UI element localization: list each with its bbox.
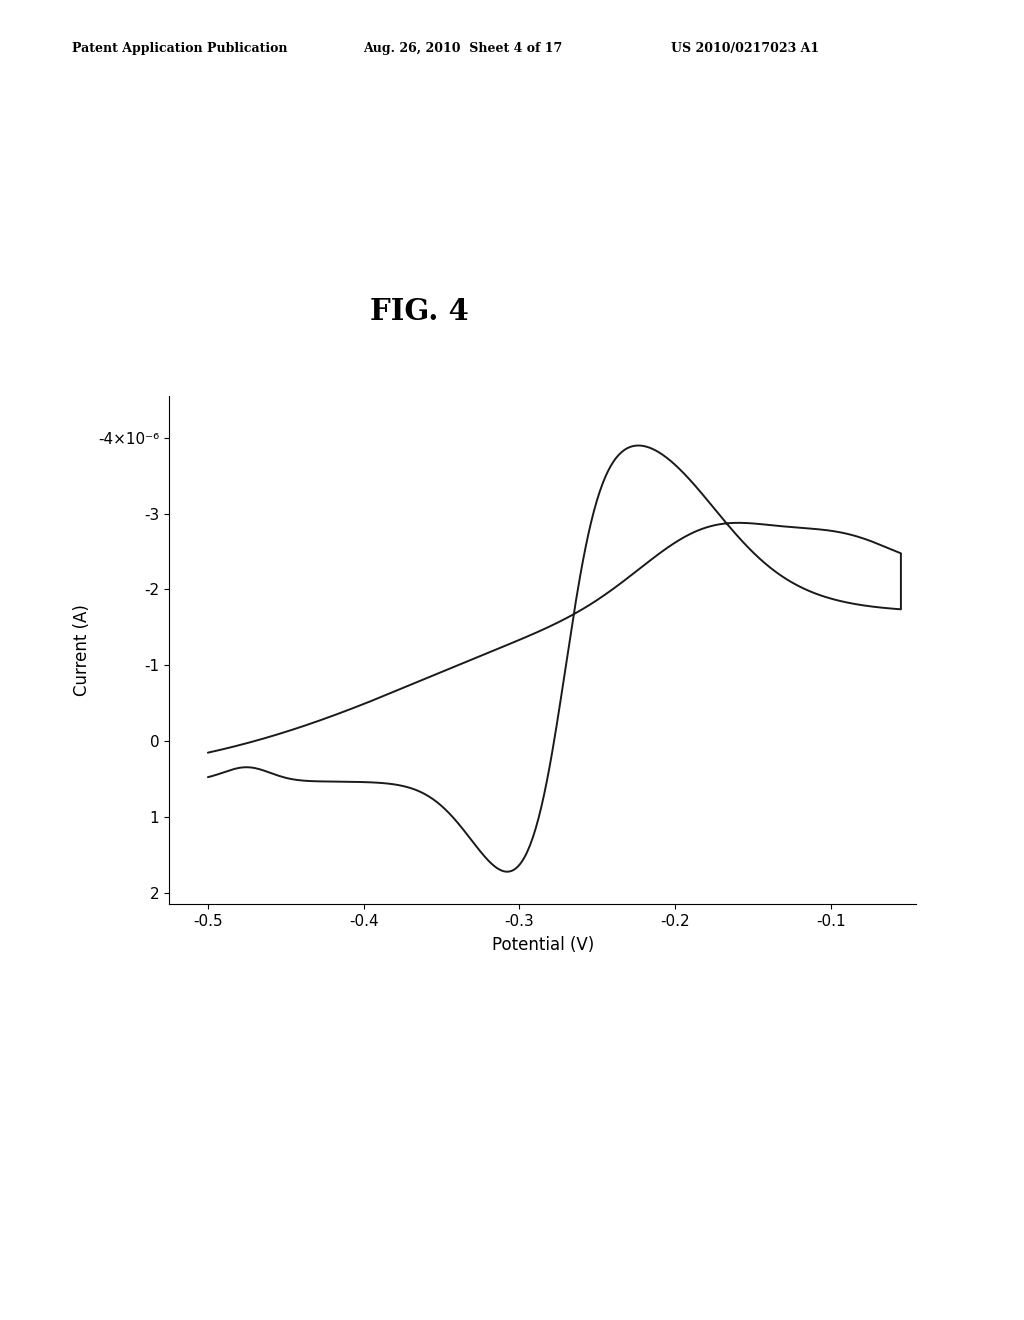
Text: US 2010/0217023 A1: US 2010/0217023 A1 xyxy=(671,42,819,55)
Text: Aug. 26, 2010  Sheet 4 of 17: Aug. 26, 2010 Sheet 4 of 17 xyxy=(364,42,563,55)
Text: FIG. 4: FIG. 4 xyxy=(371,297,469,326)
X-axis label: Potential (V): Potential (V) xyxy=(492,936,594,954)
Text: Patent Application Publication: Patent Application Publication xyxy=(72,42,287,55)
Y-axis label: Current (A): Current (A) xyxy=(73,605,91,696)
